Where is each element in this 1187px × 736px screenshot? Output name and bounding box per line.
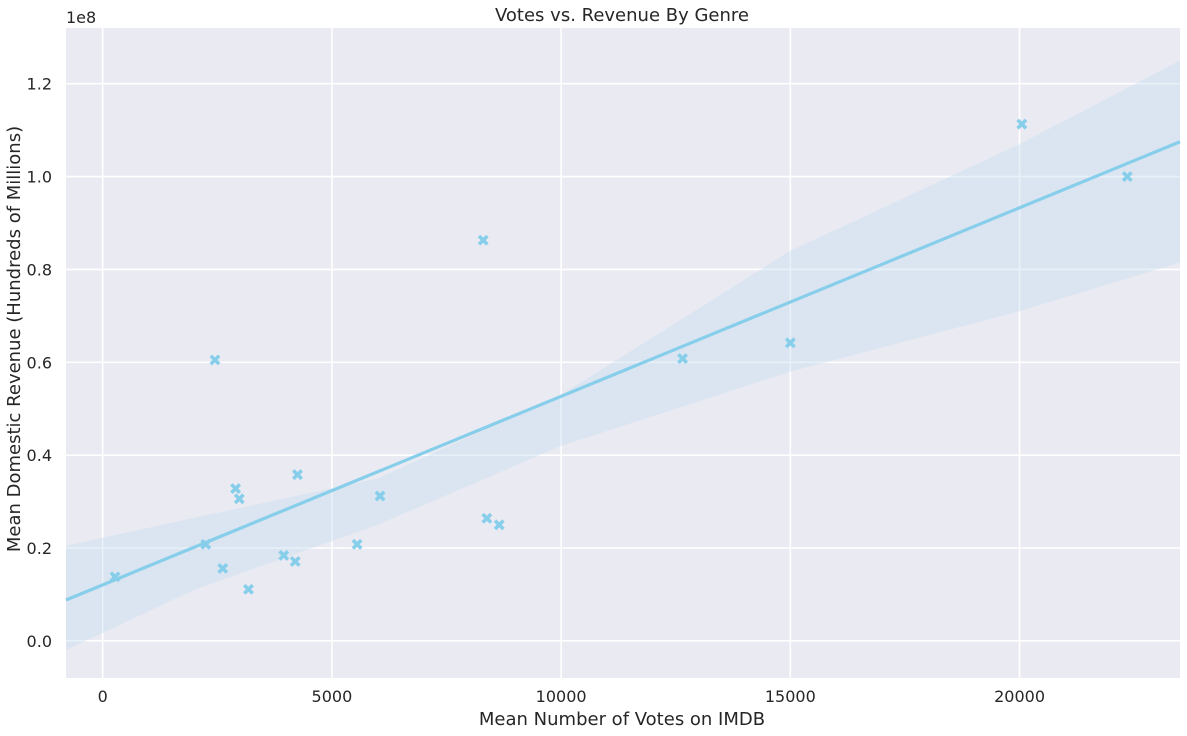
confidence-band-layer: [66, 60, 1180, 651]
x-tick-label: 5000: [312, 687, 353, 706]
grid-lines: [66, 28, 1180, 678]
data-point: [242, 583, 254, 595]
confidence-band: [66, 60, 1180, 651]
data-point: [233, 493, 245, 505]
data-point: [477, 234, 489, 246]
x-tick-label: 20000: [994, 687, 1045, 706]
data-point: [209, 354, 221, 366]
x-tick-label: 10000: [536, 687, 587, 706]
data-points: [109, 118, 1133, 595]
y-tick-label: 1.0: [27, 168, 52, 187]
data-point: [292, 469, 303, 481]
data-point: [784, 337, 796, 349]
y-tick-label: 0.2: [27, 539, 52, 558]
tick-labels: 0 5000 10000 15000 20000 0.0 0.2 0.4 0.6 0.8 1.0 1.…: [27, 75, 1045, 706]
x-tick-label: 15000: [765, 687, 816, 706]
data-point: [493, 519, 505, 531]
data-point: [278, 549, 290, 561]
y-tick-label: 0.4: [27, 446, 52, 465]
x-axis-label: Mean Number of Votes on IMDB: [479, 709, 765, 730]
data-point: [200, 538, 212, 550]
data-point: [109, 571, 121, 583]
data-point: [230, 483, 242, 495]
y-axis-label: Mean Domestic Revenue (Hundreds of Milli…: [4, 126, 25, 552]
data-point: [1016, 118, 1028, 130]
y-tick-label: 0.8: [27, 260, 52, 279]
y-tick-label: 1.2: [27, 75, 52, 94]
y-axis-offset-text: 1e8: [66, 8, 96, 27]
data-point: [374, 490, 386, 502]
regression-line-layer: [65, 140, 1181, 602]
y-tick-label: 0.0: [27, 632, 52, 651]
regression-line: [65, 140, 1181, 602]
data-point: [481, 512, 493, 524]
data-point: [217, 562, 229, 574]
y-tick-label: 0.6: [27, 353, 52, 372]
data-point: [351, 538, 363, 550]
plot-area: [66, 28, 1180, 678]
data-point: [1121, 171, 1133, 183]
x-tick-label: 0: [98, 687, 108, 706]
chart-title: Votes vs. Revenue By Genre: [495, 5, 749, 26]
data-point: [289, 555, 301, 567]
data-point: [677, 353, 689, 365]
